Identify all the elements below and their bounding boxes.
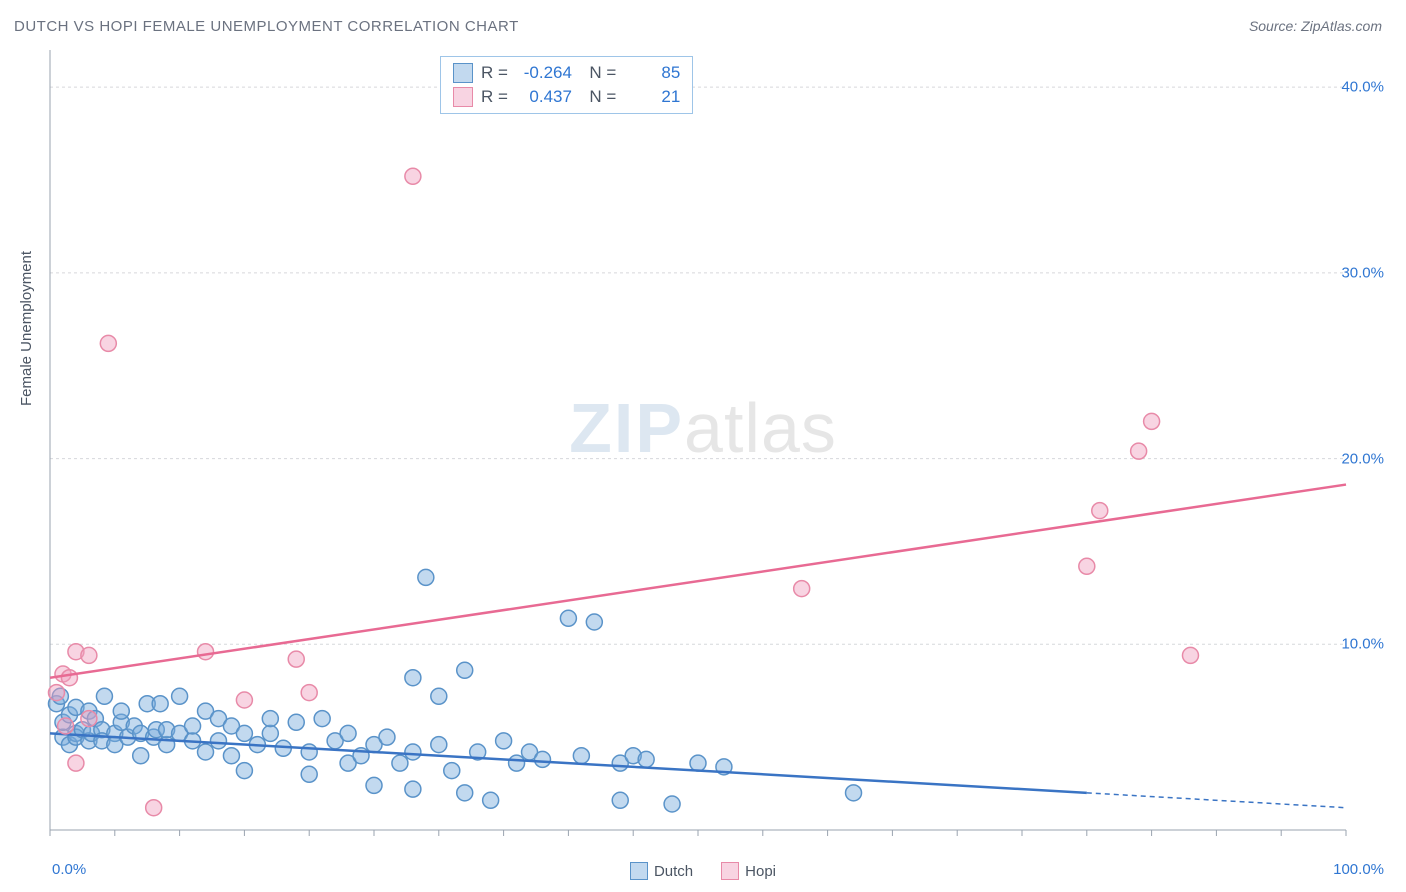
legend-label-dutch: Dutch bbox=[654, 863, 693, 880]
legend-swatch-dutch-bottom bbox=[630, 862, 648, 880]
legend-swatch-dutch bbox=[453, 63, 473, 83]
y-tick-label: 10.0% bbox=[1341, 636, 1384, 653]
r-value-hopi: 0.437 bbox=[516, 85, 572, 109]
legend-item-dutch: Dutch bbox=[630, 862, 693, 880]
legend-row-dutch: R = -0.264 N = 85 bbox=[453, 61, 680, 85]
series-legend: Dutch Hopi bbox=[0, 862, 1406, 880]
n-value-dutch: 85 bbox=[624, 61, 680, 85]
legend-label-hopi: Hopi bbox=[745, 863, 776, 880]
chart-title: DUTCH VS HOPI FEMALE UNEMPLOYMENT CORREL… bbox=[14, 18, 519, 35]
source-label: Source: ZipAtlas.com bbox=[1249, 18, 1382, 34]
n-value-hopi: 21 bbox=[624, 85, 680, 109]
legend-swatch-hopi bbox=[453, 87, 473, 107]
y-tick-label: 40.0% bbox=[1341, 79, 1384, 96]
scatter-plot bbox=[0, 0, 1406, 892]
correlation-legend: R = -0.264 N = 85 R = 0.437 N = 21 bbox=[440, 56, 693, 114]
y-axis-label: Female Unemployment bbox=[18, 251, 35, 406]
y-tick-label: 20.0% bbox=[1341, 450, 1384, 467]
legend-swatch-hopi-bottom bbox=[721, 862, 739, 880]
chart-container: DUTCH VS HOPI FEMALE UNEMPLOYMENT CORREL… bbox=[0, 0, 1406, 892]
r-value-dutch: -0.264 bbox=[516, 61, 572, 85]
legend-item-hopi: Hopi bbox=[721, 862, 776, 880]
y-tick-label: 30.0% bbox=[1341, 264, 1384, 281]
legend-row-hopi: R = 0.437 N = 21 bbox=[453, 85, 680, 109]
